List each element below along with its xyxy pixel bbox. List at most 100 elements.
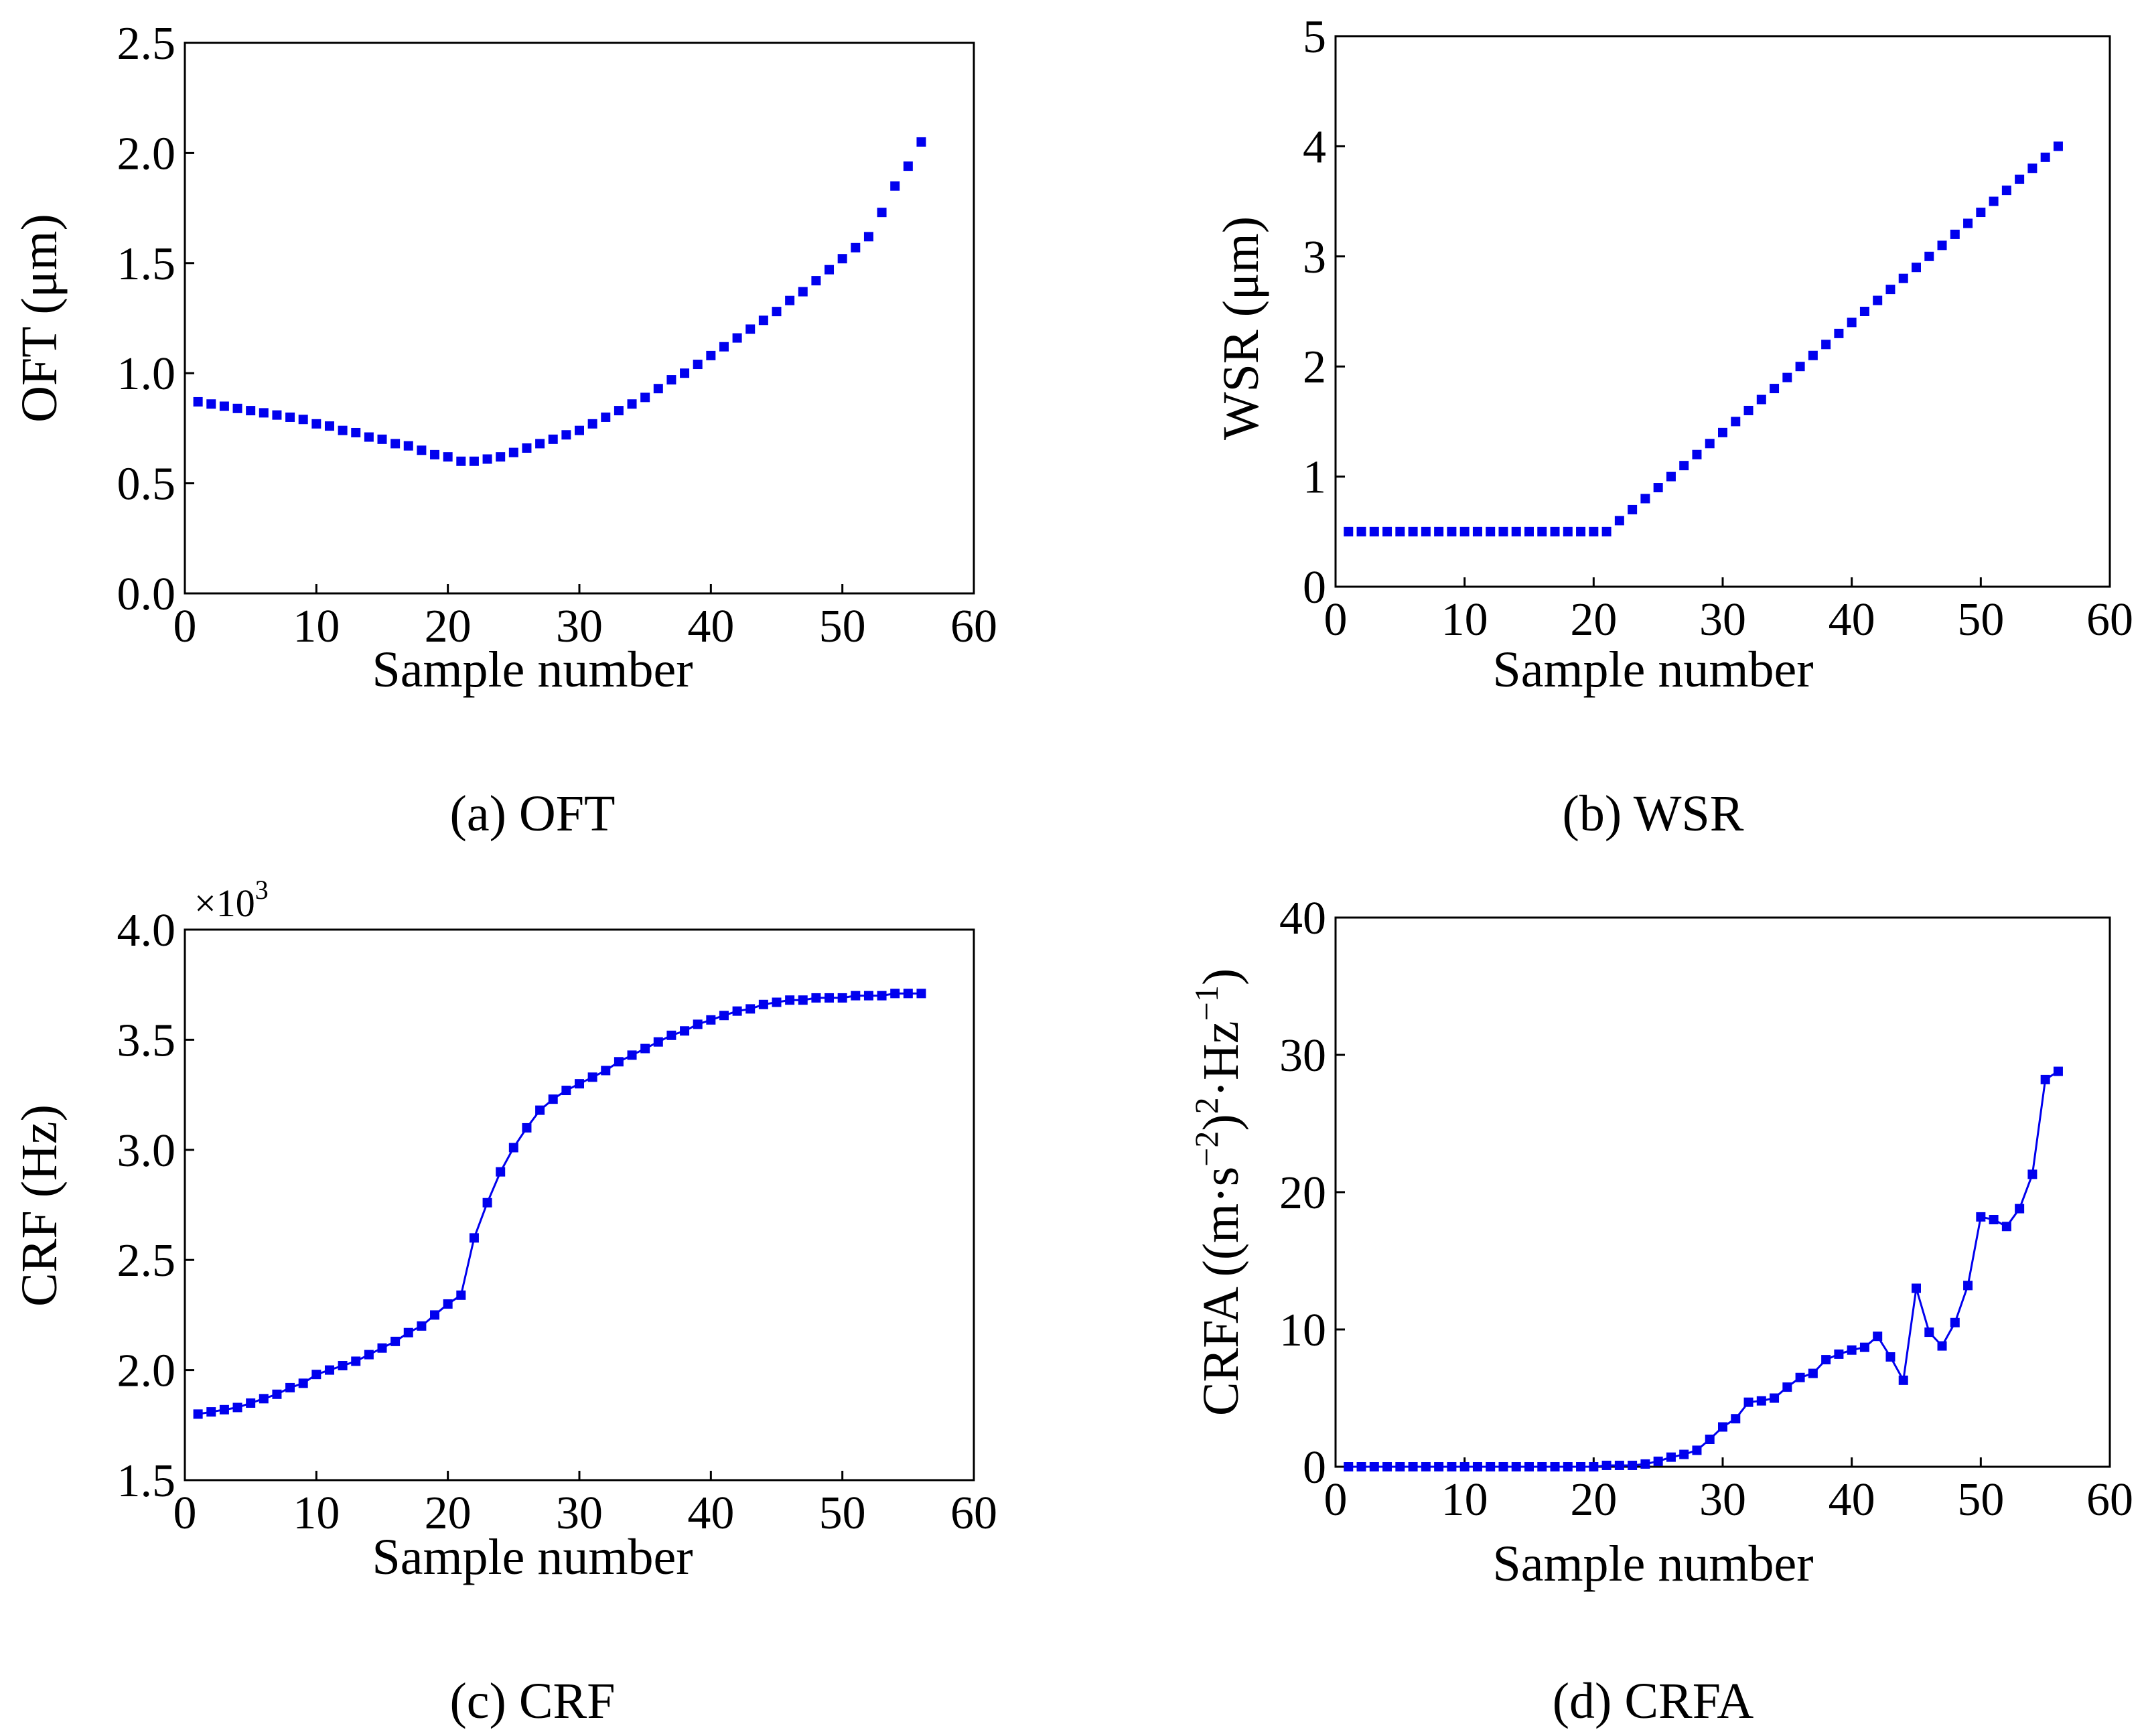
data-point bbox=[2015, 1204, 2025, 1214]
data-point bbox=[890, 181, 900, 191]
y-tick-label: 4 bbox=[1303, 121, 1326, 173]
data-point bbox=[627, 1050, 637, 1060]
data-point bbox=[1718, 427, 1727, 437]
data-point bbox=[1937, 240, 1947, 250]
x-tick-label: 50 bbox=[819, 601, 866, 652]
data-point bbox=[508, 447, 518, 457]
data-point bbox=[403, 441, 413, 451]
data-point bbox=[587, 1072, 597, 1082]
data-point bbox=[1537, 526, 1547, 536]
data-point bbox=[772, 307, 782, 317]
data-point bbox=[863, 991, 873, 1001]
panel-caption: (d) CRFA bbox=[1553, 1673, 1754, 1729]
data-point bbox=[1498, 1462, 1508, 1471]
data-point bbox=[1898, 1375, 1908, 1385]
data-point bbox=[1679, 1449, 1689, 1459]
data-point bbox=[1912, 1283, 1921, 1293]
data-point bbox=[522, 1123, 532, 1133]
data-point bbox=[837, 993, 847, 1003]
data-point bbox=[785, 995, 795, 1005]
data-point bbox=[1885, 1352, 1895, 1362]
data-point bbox=[2001, 186, 2011, 196]
data-point bbox=[1743, 1397, 1754, 1407]
x-tick-label: 60 bbox=[950, 601, 997, 652]
axis-ticks bbox=[184, 42, 975, 595]
data-point bbox=[719, 1011, 729, 1021]
data-point bbox=[1885, 285, 1895, 295]
x-tick-label: 30 bbox=[1699, 1474, 1746, 1526]
data-point bbox=[680, 368, 690, 378]
x-tick-label: 40 bbox=[687, 601, 734, 652]
data-point bbox=[1395, 1462, 1405, 1471]
data-point bbox=[206, 1407, 216, 1417]
data-point bbox=[1873, 295, 1883, 305]
data-point bbox=[1770, 1393, 1780, 1403]
data-point bbox=[1873, 1331, 1883, 1342]
x-tick-label: 20 bbox=[425, 1488, 472, 1539]
data-point bbox=[561, 430, 571, 440]
data-series bbox=[193, 137, 926, 466]
x-tick-label: 30 bbox=[556, 1488, 603, 1539]
data-point bbox=[811, 276, 821, 286]
y-tick-label: 20 bbox=[1279, 1167, 1326, 1219]
plot-frame bbox=[184, 42, 975, 595]
data-point bbox=[351, 427, 361, 437]
data-point bbox=[1447, 526, 1457, 536]
data-point bbox=[1718, 1422, 1727, 1432]
axis-ticks bbox=[184, 928, 975, 1481]
data-point bbox=[1963, 1281, 1973, 1291]
data-point bbox=[1782, 1382, 1792, 1392]
data-point bbox=[482, 1198, 492, 1208]
data-point bbox=[403, 1327, 413, 1337]
x-tick-labels: 0 10 20 30 40 50 60 bbox=[1324, 1474, 2134, 1526]
data-point bbox=[1756, 394, 1766, 405]
plot-frame bbox=[184, 928, 975, 1481]
data-point bbox=[1898, 273, 1908, 283]
data-point bbox=[2053, 141, 2063, 151]
x-tick-label: 40 bbox=[1829, 594, 1875, 646]
data-point bbox=[706, 350, 716, 360]
data-point bbox=[417, 445, 427, 455]
panel-crfa: 0 10 20 30 40 0 10 20 30 40 50 60 Sample number CR… bbox=[1188, 893, 2133, 1729]
data-point bbox=[496, 452, 506, 462]
panel-caption: (c) CRF bbox=[450, 1673, 616, 1729]
data-point bbox=[482, 454, 492, 464]
data-point bbox=[1976, 208, 1986, 218]
data-point bbox=[246, 406, 256, 416]
data-point bbox=[1912, 263, 1921, 273]
x-tick-label: 60 bbox=[950, 1488, 997, 1539]
x-axis-label: Sample number bbox=[1492, 642, 1813, 698]
data-point bbox=[1859, 1342, 1869, 1352]
x-tick-label: 0 bbox=[173, 1488, 197, 1539]
x-tick-label: 10 bbox=[293, 1488, 340, 1539]
y-tick-label: 1.0 bbox=[117, 348, 176, 400]
data-point bbox=[1743, 405, 1754, 415]
x-tick-label: 50 bbox=[1957, 594, 2004, 646]
y-tick-label: 2.0 bbox=[117, 128, 176, 179]
data-point bbox=[324, 421, 334, 431]
data-point bbox=[601, 1066, 611, 1076]
series-line bbox=[198, 992, 922, 1415]
y-tick-label: 10 bbox=[1279, 1305, 1326, 1356]
data-point bbox=[798, 287, 808, 297]
data-point bbox=[1640, 1459, 1650, 1469]
x-tick-label: 10 bbox=[1441, 594, 1488, 646]
data-point bbox=[877, 991, 887, 1001]
y-tick-label: 3.0 bbox=[117, 1125, 176, 1177]
axis-multiplier: ×103 bbox=[194, 875, 269, 925]
x-tick-label: 20 bbox=[1570, 1474, 1617, 1526]
x-axis-label: Sample number bbox=[1492, 1536, 1813, 1592]
data-point bbox=[1382, 526, 1392, 536]
x-tick-label: 20 bbox=[1570, 594, 1617, 646]
y-tick-label: 0 bbox=[1303, 1442, 1326, 1494]
data-point bbox=[232, 403, 242, 413]
data-point bbox=[377, 434, 387, 444]
x-tick-label: 10 bbox=[1441, 1474, 1488, 1526]
data-point bbox=[1989, 1215, 1999, 1224]
data-point bbox=[627, 399, 637, 409]
data-point bbox=[443, 1299, 453, 1309]
data-point bbox=[1369, 526, 1379, 536]
data-point bbox=[351, 1356, 361, 1366]
data-point bbox=[772, 997, 782, 1007]
data-point bbox=[298, 415, 308, 425]
